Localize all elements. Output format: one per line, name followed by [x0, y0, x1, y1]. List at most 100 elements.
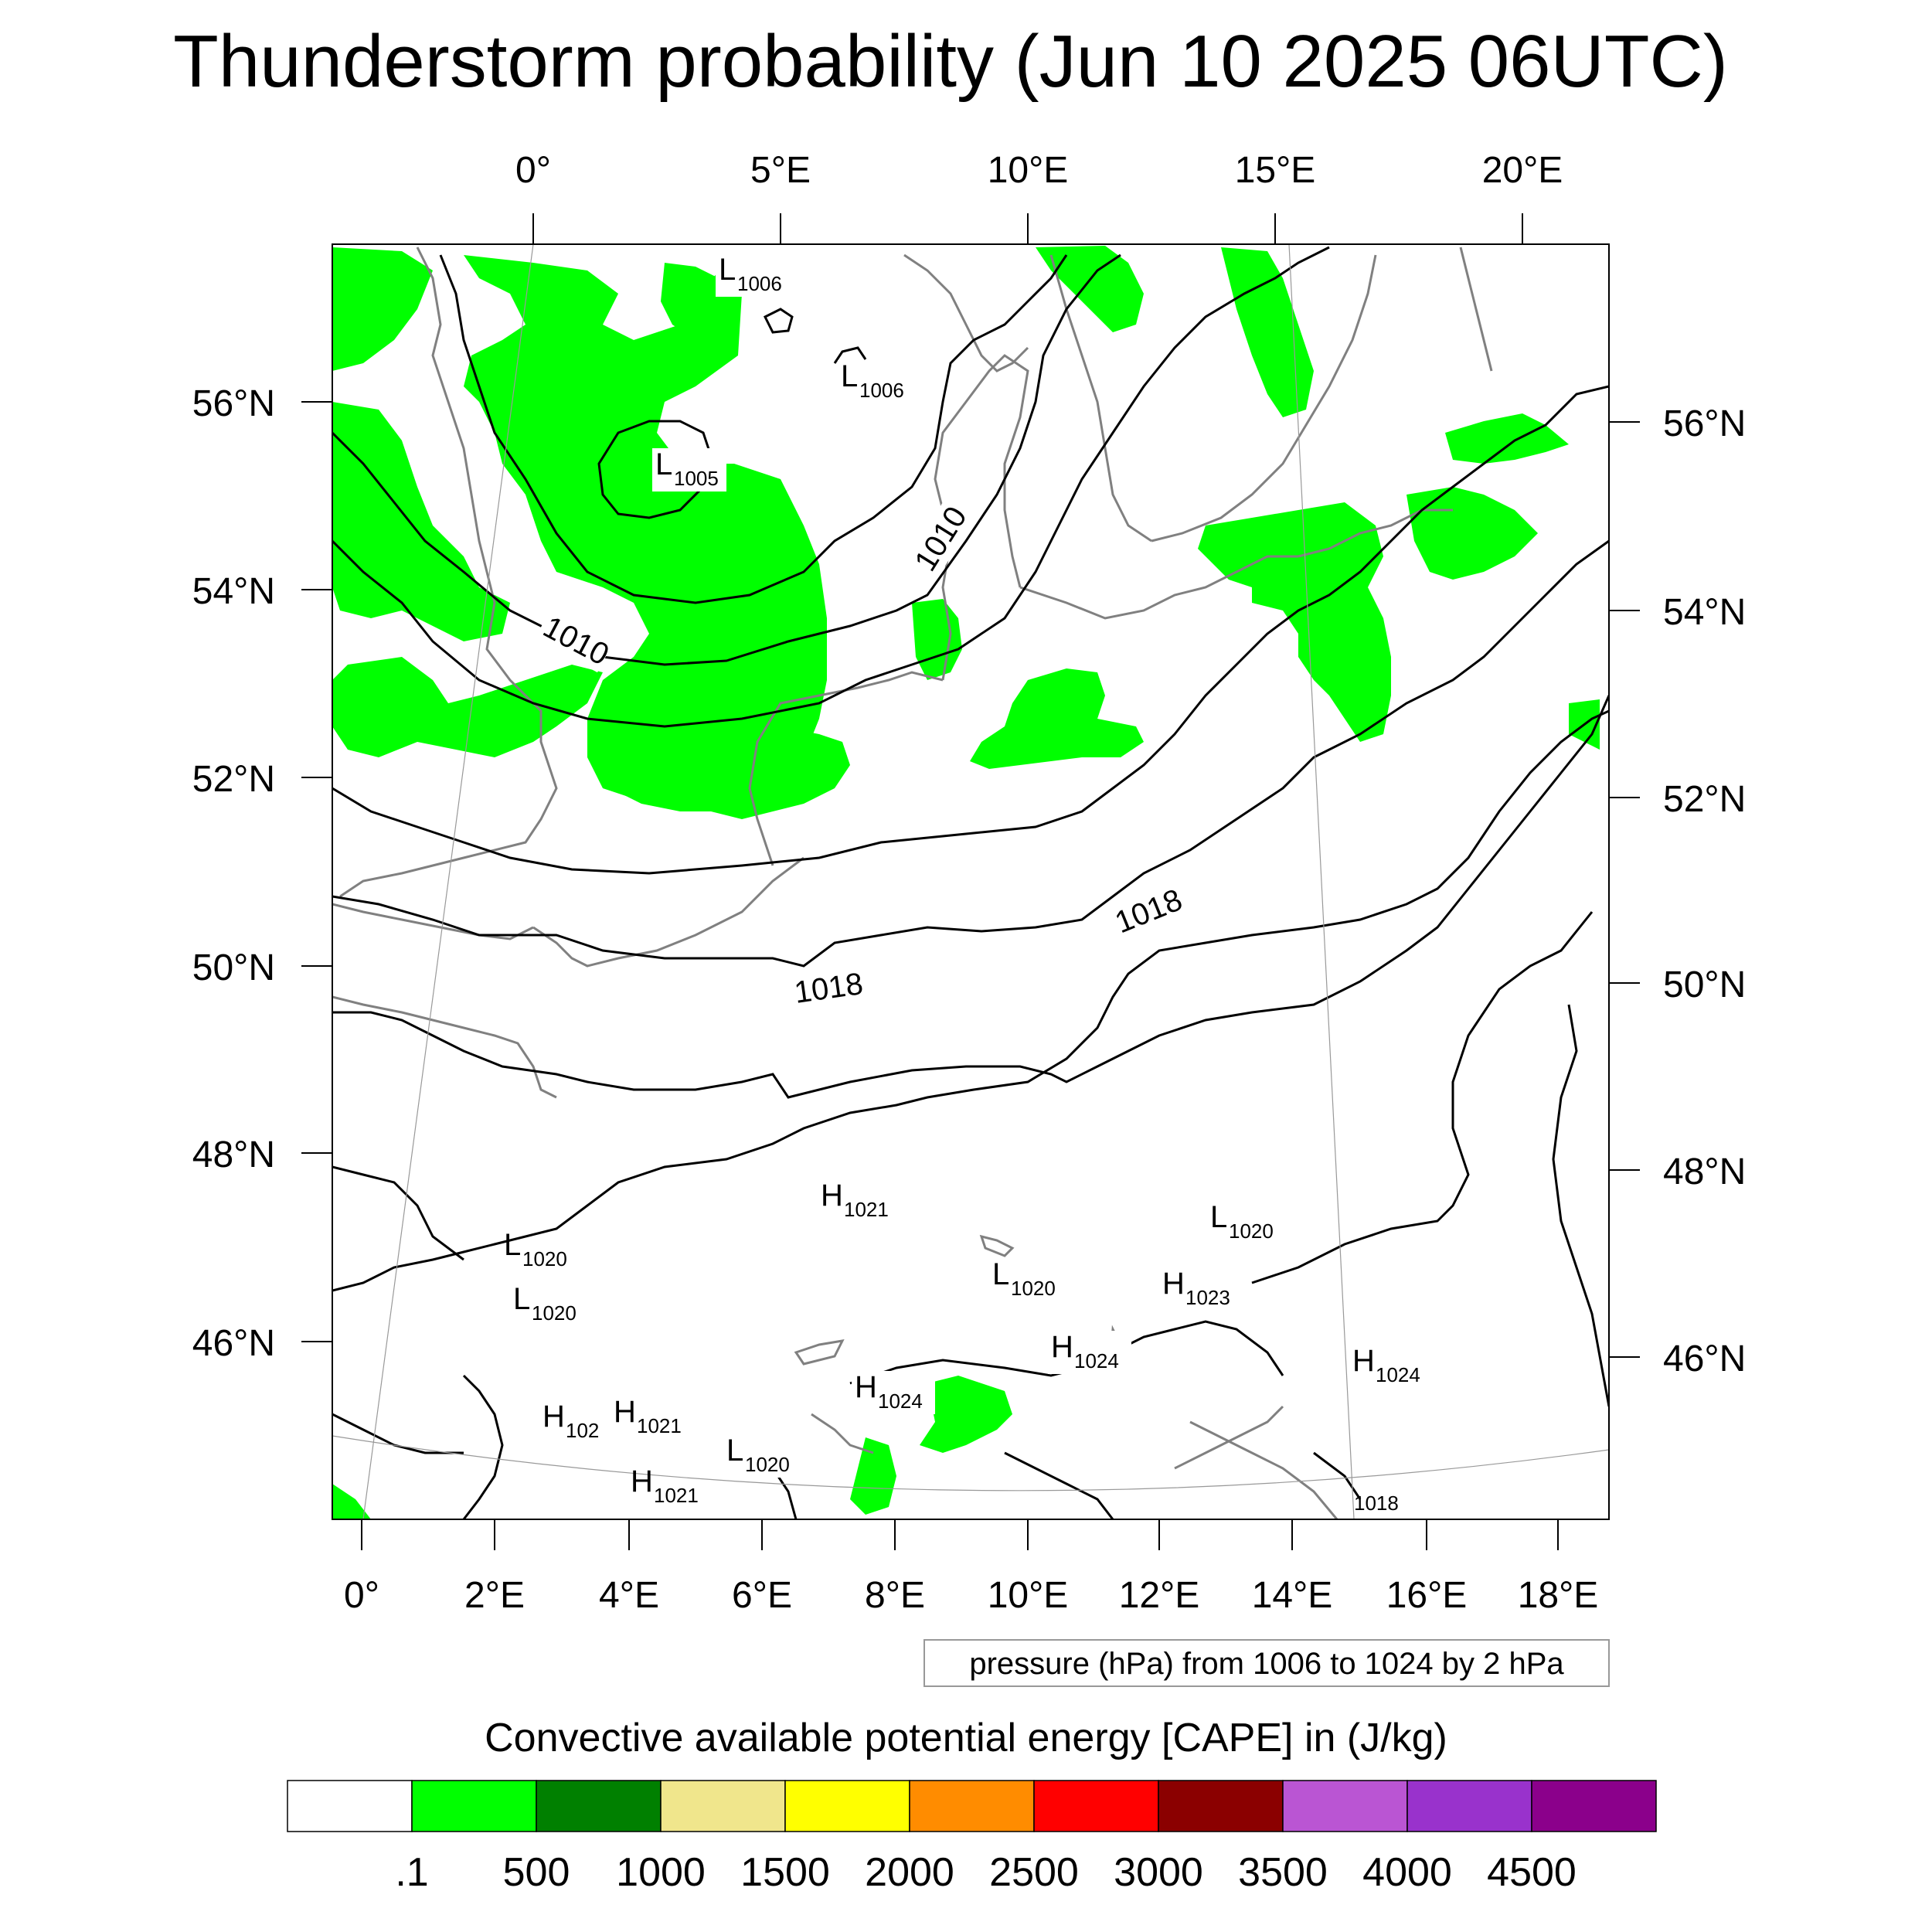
- pressure-center-value: 1006: [859, 379, 904, 402]
- bottom-lon-label-10e: 10°E: [988, 1575, 1069, 1616]
- cape-region-poland: [1198, 502, 1391, 742]
- isobar-low-1006-small: [763, 308, 794, 334]
- pressure-note-box: [923, 1639, 1610, 1687]
- coastline-sweden-west: [1049, 254, 1152, 543]
- top-lon-label-10e: 10°E: [988, 150, 1069, 191]
- bottom-lon-label-6e: 6°E: [732, 1575, 792, 1616]
- cape-region-uk-north: [332, 247, 433, 371]
- bottom-lon-label-4e: 4°E: [599, 1575, 659, 1616]
- bottom-lon-label-8e: 8°E: [865, 1575, 925, 1616]
- isobar-1020-far-east: [1552, 1004, 1609, 1407]
- pressure-center-letter: H: [1162, 1267, 1185, 1301]
- pressure-center-value: 1020: [1011, 1277, 1056, 1300]
- left-lat-label-46n: 46°N: [192, 1323, 275, 1364]
- isobar-1018-alps: [332, 709, 1609, 1292]
- contour-label-1018-b: 1018: [792, 967, 865, 1010]
- legend-label: 3000: [1114, 1850, 1203, 1895]
- isobar-1022-south: [462, 1374, 504, 1519]
- right-lat-label-46n: 46°N: [1663, 1338, 1746, 1379]
- pressure-center-value: 1021: [637, 1414, 682, 1437]
- right-lat-label-50n: 50°N: [1663, 964, 1746, 1005]
- right-lat-label-52n: 52°N: [1663, 779, 1746, 820]
- map-area: [332, 244, 1609, 1519]
- right-lat-label-56n: 56°N: [1663, 403, 1746, 444]
- isobar-low-1006-ne: [833, 346, 867, 364]
- cape-region-sweden: [1221, 247, 1314, 417]
- pressure-center-letter: H: [614, 1395, 636, 1429]
- legend-swatch: [287, 1780, 413, 1832]
- legend-colorbar: [287, 1780, 1657, 1832]
- bottom-lon-label-12e: 12°E: [1119, 1575, 1200, 1616]
- right-axis: [1609, 421, 1640, 1358]
- legend-swatch: [411, 1780, 537, 1832]
- isobar-1012: [332, 246, 1330, 728]
- graticule-lat-45: [332, 1435, 1609, 1492]
- top-lon-label-20e: 20°E: [1482, 150, 1563, 191]
- isobar-1020-south-west: [332, 1413, 464, 1454]
- pressure-center-letter: H: [543, 1400, 565, 1434]
- top-axis: [532, 213, 1523, 244]
- cape-region-baltic: [1406, 487, 1538, 580]
- coastline-netherlands: [748, 671, 944, 866]
- left-lat-label-52n: 52°N: [192, 759, 275, 800]
- cape-fill-layer: [332, 246, 1600, 1519]
- isobar-1018-adriatic: [1313, 1451, 1362, 1500]
- left-lat-label-50n: 50°N: [192, 947, 275, 988]
- legend-label: 2500: [989, 1850, 1079, 1895]
- top-lon-label-0: 0°: [515, 150, 551, 191]
- isobar-1010-ring: [439, 254, 1068, 604]
- top-lon-label-5e: 5°E: [750, 150, 811, 191]
- pressure-center-value: 1021: [844, 1198, 889, 1221]
- cape-region-germany: [970, 668, 1144, 769]
- pressure-center-letter: L: [719, 253, 736, 287]
- cape-region-alps: [920, 1376, 1012, 1453]
- coastline-sweden-south: [1151, 254, 1377, 543]
- coastline-poland: [1298, 509, 1453, 558]
- left-lat-label-54n: 54°N: [192, 571, 275, 612]
- isobar-1020-east: [1251, 911, 1594, 1284]
- coastline-germany-baltic: [1019, 555, 1298, 620]
- contour-label-1018-small: 1018: [1354, 1492, 1399, 1515]
- pressure-center-value: 1020: [532, 1301, 577, 1325]
- pressure-center-value: 1020: [745, 1453, 790, 1476]
- legend-label: 1000: [616, 1850, 706, 1895]
- pressure-center-letter: L: [841, 359, 858, 393]
- legend-label: 1500: [740, 1850, 830, 1895]
- coastline-normandy: [332, 995, 557, 1099]
- left-lat-label-56n: 56°N: [192, 383, 275, 424]
- left-axis: [301, 401, 332, 1342]
- cape-region-northsea: [464, 255, 827, 811]
- cape-region-lithuania: [1445, 413, 1569, 464]
- contour-label-1018-a: 1018: [1111, 883, 1187, 940]
- contour-label-1010-a: 1010: [538, 610, 614, 672]
- coastline-uk: [339, 247, 558, 898]
- cape-region-uk-south: [332, 657, 603, 757]
- bottom-lon-label-0: 0°: [344, 1575, 379, 1616]
- bottom-lon-label-14e: 14°E: [1252, 1575, 1333, 1616]
- legend-swatch: [909, 1780, 1035, 1832]
- pressure-center-value: 1020: [1229, 1219, 1274, 1243]
- graticule-lon-0: [362, 244, 534, 1519]
- lake-constance: [979, 1234, 1015, 1257]
- pressure-center-letter: H: [1051, 1330, 1073, 1364]
- lake-geneva: [794, 1339, 845, 1366]
- isobar-layer: [332, 246, 1609, 1519]
- isobar-1020-bottom: [1004, 1451, 1114, 1519]
- pressure-center-value: 1023: [1185, 1286, 1230, 1309]
- bottom-axis: [361, 1519, 1559, 1550]
- pressure-center-letter: L: [504, 1228, 521, 1262]
- pressure-center-letter: H: [855, 1370, 877, 1404]
- cape-region-uk-west: [332, 402, 510, 641]
- coastline-italy-north: [1189, 1420, 1338, 1519]
- pressure-center-value: 1024: [1074, 1349, 1119, 1372]
- pressure-center-letter: H: [631, 1464, 653, 1498]
- isobar-1010-outer: [332, 253, 1121, 666]
- legend-label: 2000: [865, 1850, 954, 1895]
- coastline-layer: [332, 247, 1493, 1519]
- legend-swatch: [1531, 1780, 1657, 1832]
- coastline-norway: [903, 253, 1029, 372]
- legend-labels: .1 500 1000 1500 2000 2500 3000 3500 4000 4500: [395, 1850, 1577, 1895]
- legend-swatch: [784, 1780, 910, 1832]
- left-lat-label-48n: 48°N: [192, 1134, 275, 1175]
- pressure-center-letter: H: [821, 1179, 843, 1213]
